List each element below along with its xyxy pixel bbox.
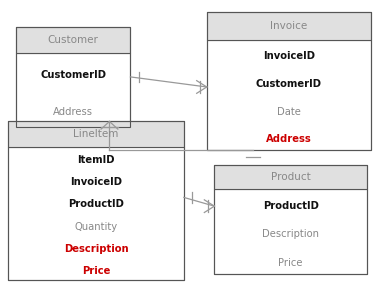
Bar (207, 40, 371, 150)
Bar (214, 165, 367, 189)
Text: Description: Description (262, 229, 319, 239)
Text: Description: Description (64, 244, 128, 254)
Text: Product: Product (271, 172, 311, 182)
Text: ProductID: ProductID (68, 199, 124, 210)
Text: Invoice: Invoice (270, 21, 308, 31)
Bar (16, 27, 131, 53)
Text: Address: Address (266, 134, 312, 144)
Text: Price: Price (82, 266, 110, 276)
Bar (214, 189, 367, 274)
Text: Customer: Customer (48, 35, 99, 45)
Bar (16, 27, 131, 127)
Text: ProductID: ProductID (263, 201, 319, 211)
Bar (8, 121, 184, 280)
Text: LineItem: LineItem (74, 129, 119, 139)
Text: ItemID: ItemID (77, 155, 115, 165)
Bar (8, 121, 184, 147)
Text: CustomerID: CustomerID (256, 79, 322, 89)
Text: Quantity: Quantity (75, 222, 118, 231)
Text: CustomerID: CustomerID (40, 70, 106, 80)
Text: Date: Date (277, 107, 301, 116)
Text: InvoiceID: InvoiceID (263, 51, 315, 61)
Text: Address: Address (53, 107, 93, 117)
Text: InvoiceID: InvoiceID (70, 177, 122, 187)
Bar (207, 12, 371, 40)
Bar (207, 12, 371, 150)
Bar (16, 53, 131, 127)
Bar (214, 165, 367, 274)
Text: Price: Price (278, 257, 303, 268)
Bar (8, 147, 184, 280)
